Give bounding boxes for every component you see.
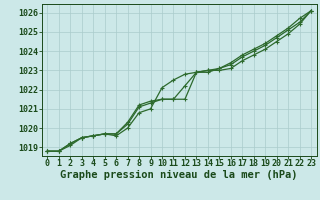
X-axis label: Graphe pression niveau de la mer (hPa): Graphe pression niveau de la mer (hPa) [60,170,298,180]
